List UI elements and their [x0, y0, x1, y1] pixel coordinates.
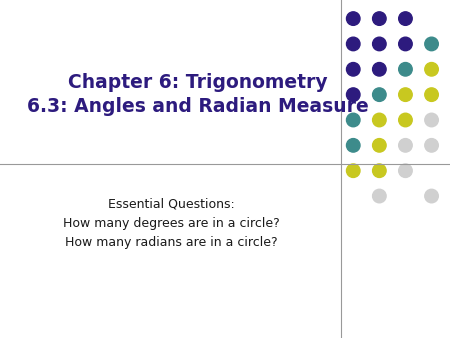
Ellipse shape	[346, 12, 360, 25]
Ellipse shape	[399, 88, 412, 101]
Ellipse shape	[399, 63, 412, 76]
Ellipse shape	[373, 113, 386, 127]
Ellipse shape	[425, 63, 438, 76]
Ellipse shape	[425, 139, 438, 152]
Ellipse shape	[346, 164, 360, 177]
Text: Essential Questions:
How many degrees are in a circle?
How many radians are in a: Essential Questions: How many degrees ar…	[63, 197, 279, 249]
Ellipse shape	[425, 37, 438, 51]
Ellipse shape	[373, 88, 386, 101]
Ellipse shape	[399, 139, 412, 152]
Ellipse shape	[373, 164, 386, 177]
Ellipse shape	[399, 164, 412, 177]
Ellipse shape	[373, 139, 386, 152]
Ellipse shape	[346, 139, 360, 152]
Ellipse shape	[346, 88, 360, 101]
Ellipse shape	[399, 37, 412, 51]
Ellipse shape	[373, 63, 386, 76]
Ellipse shape	[373, 189, 386, 203]
Text: Chapter 6: Trigonometry
6.3: Angles and Radian Measure: Chapter 6: Trigonometry 6.3: Angles and …	[27, 73, 369, 116]
Ellipse shape	[399, 12, 412, 25]
Ellipse shape	[425, 189, 438, 203]
Ellipse shape	[373, 12, 386, 25]
Ellipse shape	[346, 113, 360, 127]
Ellipse shape	[373, 37, 386, 51]
Ellipse shape	[346, 37, 360, 51]
Ellipse shape	[399, 113, 412, 127]
Ellipse shape	[425, 88, 438, 101]
Ellipse shape	[346, 63, 360, 76]
Ellipse shape	[425, 113, 438, 127]
